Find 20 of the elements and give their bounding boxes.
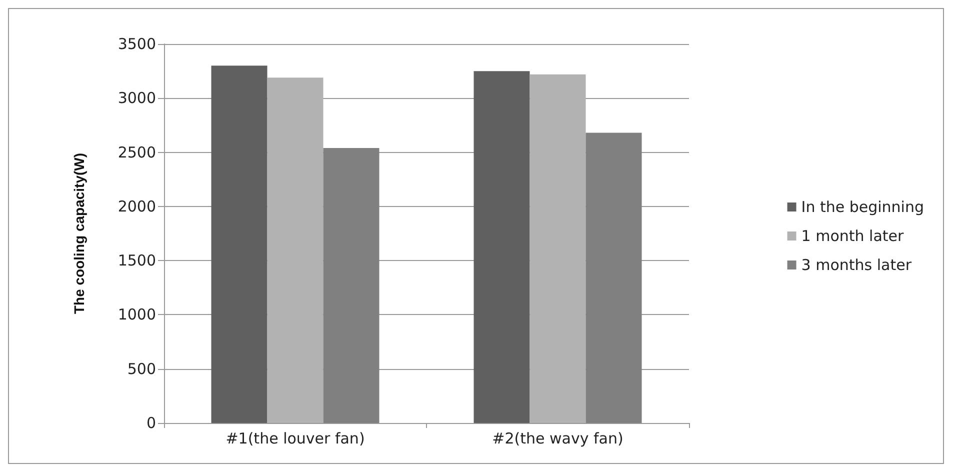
y-tick-label: 3000: [118, 89, 156, 108]
y-tick-label: 0: [146, 414, 156, 432]
legend-label: 1 month later: [801, 227, 904, 245]
y-axis-title: The cooling capacity(W): [71, 152, 87, 314]
y-tick-label: 2500: [118, 143, 156, 162]
bar: [474, 71, 530, 423]
bar: [211, 66, 268, 423]
y-tick-label: 500: [127, 360, 156, 378]
y-tick-label: 2000: [118, 197, 156, 216]
y-tick-label: 1000: [118, 306, 156, 324]
bar: [323, 148, 380, 423]
bar: [530, 74, 586, 423]
legend-label: In the beginning: [801, 198, 924, 216]
x-tick-label: #1(the louver fan): [226, 430, 365, 448]
y-tick-label: 1500: [118, 252, 156, 270]
y-tick-label: 3500: [118, 35, 156, 53]
x-tick-label: #2(the wavy fan): [492, 430, 624, 448]
legend-label: 3 months later: [801, 256, 912, 274]
bar: [267, 78, 324, 423]
bar: [586, 132, 642, 423]
